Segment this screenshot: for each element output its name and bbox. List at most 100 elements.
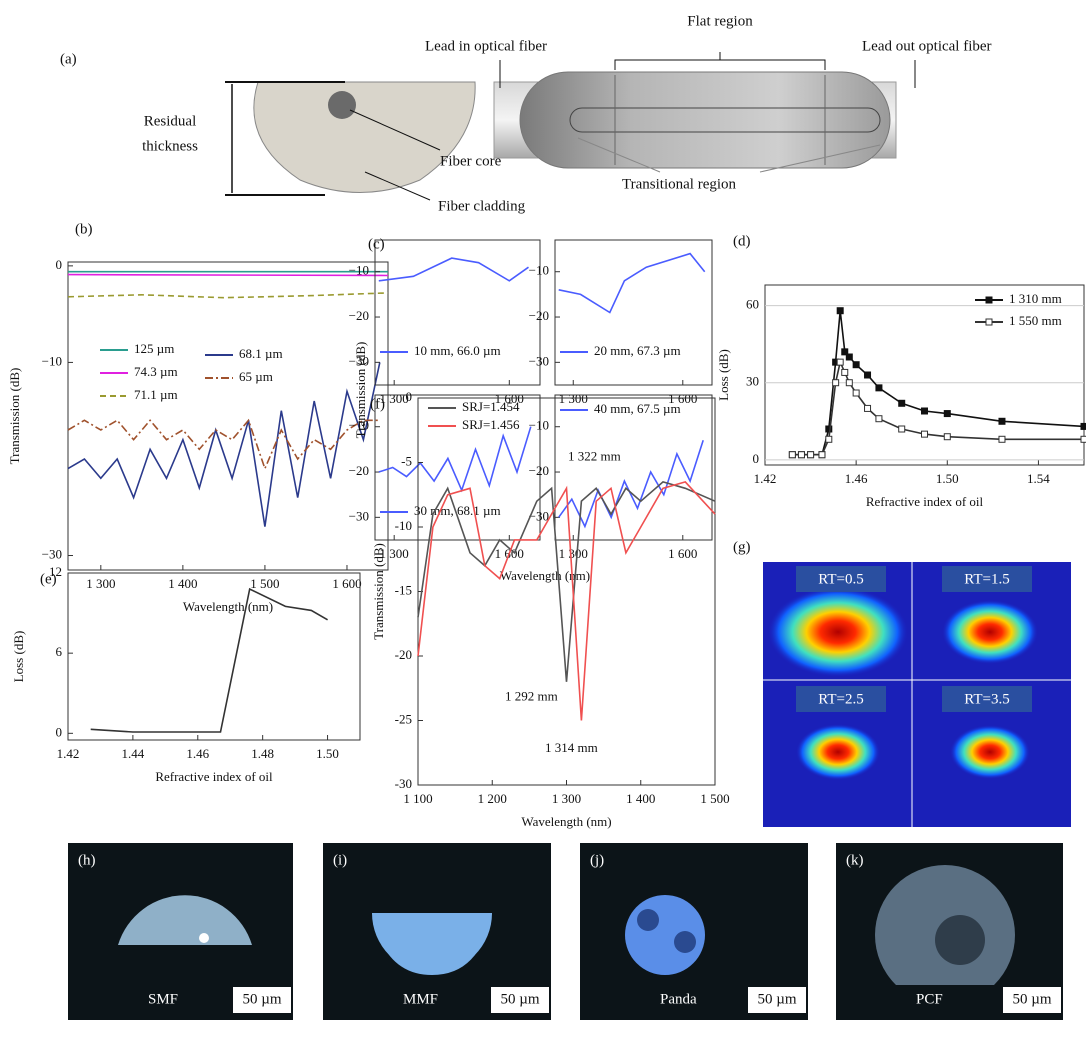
x-tick-label: 1 600 bbox=[332, 576, 361, 591]
chart: 1 3001 600−10−20−3010 mm, 66.0 µm bbox=[349, 240, 540, 406]
chart: 1.421.461.501.54030601 310 mm1 550 mmRef… bbox=[716, 233, 1086, 509]
legend-label: 74.3 µm bbox=[134, 364, 178, 379]
scale-label: 50 µm bbox=[242, 991, 281, 1007]
legend-label: SRJ=1.456 bbox=[462, 417, 520, 432]
legend-label: 1 310 mm bbox=[1009, 291, 1062, 306]
figure: (a) Residual thickness Fiber core Fiber … bbox=[0, 0, 1086, 1037]
annotation: thickness bbox=[142, 138, 198, 154]
panel-label: (k) bbox=[846, 852, 864, 868]
annotation: 1 322 mm bbox=[568, 448, 621, 463]
x-axis-label: Wavelength (nm) bbox=[500, 568, 590, 583]
marker bbox=[837, 308, 843, 314]
panel-label: (f) bbox=[370, 396, 385, 412]
mode-field bbox=[768, 587, 908, 677]
plot-frame bbox=[555, 395, 712, 540]
fiber-core bbox=[328, 91, 356, 119]
y-axis-label: Transmission (dB) bbox=[7, 368, 22, 465]
core-image bbox=[199, 933, 209, 943]
stress-rod bbox=[674, 931, 696, 953]
marker bbox=[808, 452, 814, 458]
x-tick-label: 1.46 bbox=[845, 471, 868, 486]
plot-frame bbox=[375, 240, 540, 385]
marker bbox=[819, 452, 825, 458]
marker bbox=[865, 405, 871, 411]
y-tick-label: −20 bbox=[349, 308, 369, 323]
y-axis-label: Transmission (dB) bbox=[353, 342, 368, 439]
legend-label: 20 mm, 67.3 µm bbox=[594, 343, 681, 358]
marker bbox=[846, 354, 852, 360]
panel-label: (a) bbox=[60, 51, 77, 67]
marker bbox=[1081, 436, 1086, 442]
annotation: Fiber cladding bbox=[438, 198, 526, 214]
marker bbox=[837, 359, 843, 365]
x-tick-label: 1 300 bbox=[559, 546, 588, 561]
fiber-type: PCF bbox=[916, 991, 943, 1007]
x-tick-label: 1 100 bbox=[403, 791, 432, 806]
marker bbox=[853, 390, 859, 396]
x-axis-label: Refractive index of oil bbox=[866, 494, 984, 509]
y-tick-label: -20 bbox=[395, 647, 412, 662]
scale-label: 50 µm bbox=[1012, 991, 1051, 1007]
marker bbox=[999, 418, 1005, 424]
x-tick-label: 1 300 bbox=[552, 791, 581, 806]
chart: 1 3001 600−10−20−3040 mm, 67.5 µm bbox=[529, 395, 712, 561]
photos bbox=[68, 843, 1063, 1020]
y-tick-label: −10 bbox=[349, 263, 369, 278]
cell-label: RT=2.5 bbox=[818, 691, 863, 707]
annotation: Transitional region bbox=[622, 176, 737, 192]
x-tick-label: 1 500 bbox=[250, 576, 279, 591]
chart: 1 1001 2001 3001 4001 5000-5-10-15-20-25… bbox=[370, 389, 730, 829]
x-axis-label: Refractive index of oil bbox=[155, 769, 273, 784]
series-line bbox=[379, 258, 529, 281]
y-tick-label: −10 bbox=[42, 353, 62, 368]
legend-marker bbox=[986, 297, 992, 303]
x-tick-label: 1 200 bbox=[478, 791, 507, 806]
legend-marker bbox=[986, 319, 992, 325]
marker bbox=[853, 362, 859, 368]
x-tick-label: 1.48 bbox=[251, 746, 274, 761]
marker bbox=[865, 372, 871, 378]
marker bbox=[922, 431, 928, 437]
x-tick-label: 1.50 bbox=[936, 471, 959, 486]
y-tick-label: −20 bbox=[529, 308, 549, 323]
marker bbox=[944, 434, 950, 440]
y-tick-label: −20 bbox=[529, 463, 549, 478]
marker bbox=[842, 369, 848, 375]
marker bbox=[876, 385, 882, 391]
chart: 1 3001 4001 5001 6000−10−30125 µm74.3 µm… bbox=[7, 221, 388, 614]
taper-region bbox=[520, 72, 890, 168]
legend-label: 65 µm bbox=[239, 369, 273, 384]
marker bbox=[899, 426, 905, 432]
y-tick-label: -30 bbox=[395, 776, 412, 791]
series-line bbox=[792, 362, 1084, 455]
mode-field bbox=[796, 724, 880, 780]
cell-label: RT=0.5 bbox=[818, 571, 863, 587]
panel-g: (g) RT=0.5 RT=1.5 RT=2.5 RT=3.5 bbox=[733, 539, 1071, 827]
x-tick-label: 1.50 bbox=[316, 746, 339, 761]
marker bbox=[922, 408, 928, 414]
annotation: Flat region bbox=[687, 13, 753, 29]
legend-label: 1 550 mm bbox=[1009, 313, 1062, 328]
annotation: 1 314 mm bbox=[545, 740, 598, 755]
x-tick-label: 1.54 bbox=[1027, 471, 1050, 486]
panel-label: (j) bbox=[590, 852, 604, 868]
marker bbox=[798, 452, 804, 458]
y-tick-label: 0 bbox=[56, 257, 63, 272]
y-tick-label: 6 bbox=[56, 644, 63, 659]
y-tick-label: −10 bbox=[529, 263, 549, 278]
legend-label: 71.1 µm bbox=[134, 387, 178, 402]
y-tick-label: −30 bbox=[42, 547, 62, 562]
fiber-cross-section-body bbox=[254, 82, 475, 193]
marker bbox=[999, 436, 1005, 442]
marker bbox=[876, 416, 882, 422]
series-line bbox=[68, 362, 380, 526]
marker bbox=[899, 400, 905, 406]
panel-label: (c) bbox=[368, 236, 385, 252]
fiber-type: MMF bbox=[403, 991, 438, 1007]
annotation: Lead in optical fiber bbox=[425, 38, 547, 54]
legend-label: 68.1 µm bbox=[239, 346, 283, 361]
pcf-holes bbox=[935, 915, 985, 965]
cell-label: RT=3.5 bbox=[964, 691, 1009, 707]
y-tick-label: -10 bbox=[395, 518, 412, 533]
